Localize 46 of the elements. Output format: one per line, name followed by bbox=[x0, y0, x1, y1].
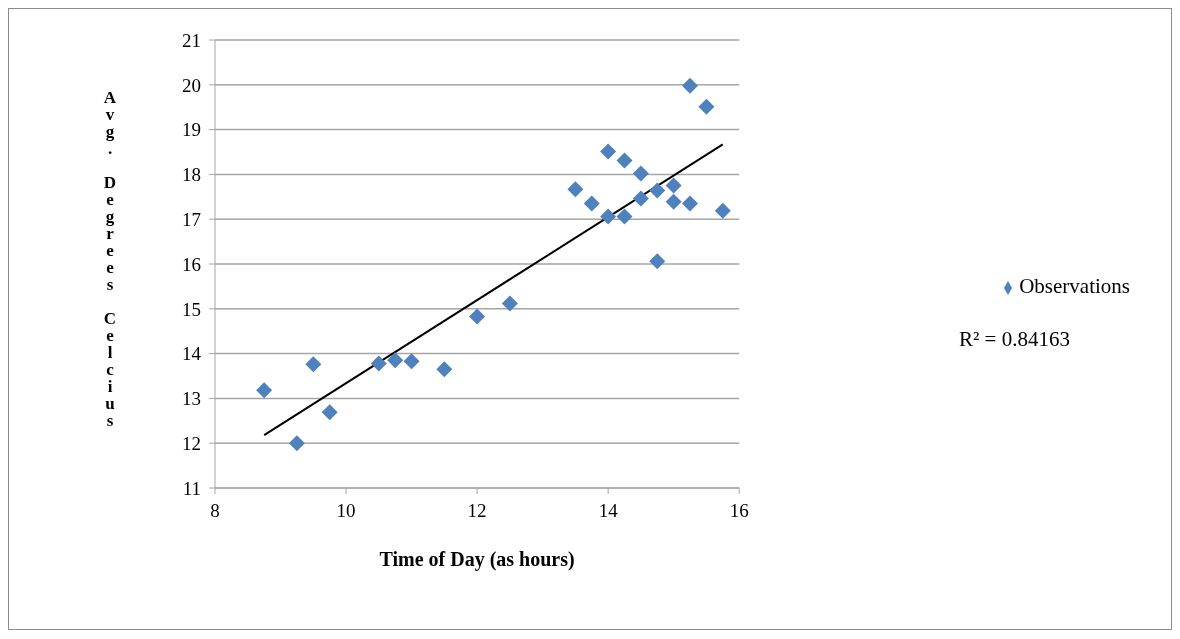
y-tick-label: 16 bbox=[182, 253, 201, 275]
y-tick-label: 13 bbox=[182, 388, 201, 410]
y-tick-label: 12 bbox=[182, 432, 201, 454]
point bbox=[403, 353, 420, 370]
x-axis-title: Time of Day (as hours) bbox=[379, 548, 575, 571]
point bbox=[632, 165, 649, 182]
point bbox=[501, 295, 518, 312]
point bbox=[469, 308, 486, 325]
point bbox=[600, 208, 617, 225]
y-tick-label: 17 bbox=[182, 208, 201, 230]
text: R² = 0.84163 bbox=[959, 327, 1070, 352]
point bbox=[682, 77, 699, 94]
text: Avg. Degrees Celcius bbox=[103, 87, 117, 430]
x-tick-label: 14 bbox=[598, 500, 619, 522]
x-tick-label: 8 bbox=[210, 500, 220, 522]
point bbox=[256, 382, 273, 399]
point bbox=[321, 404, 338, 421]
y-tick-label: 19 bbox=[182, 119, 201, 141]
y-tick-label: 18 bbox=[182, 164, 201, 186]
point bbox=[665, 177, 682, 194]
y-tick-label: 15 bbox=[182, 298, 201, 320]
y-tick-label: 11 bbox=[182, 477, 201, 499]
point bbox=[665, 193, 682, 210]
point bbox=[387, 352, 404, 369]
y-tick-label: 20 bbox=[182, 74, 201, 96]
legend-label: Observations bbox=[1019, 274, 1130, 298]
point bbox=[632, 190, 649, 207]
point bbox=[305, 356, 322, 373]
point bbox=[370, 355, 387, 372]
point bbox=[649, 182, 666, 199]
point bbox=[288, 435, 305, 452]
point bbox=[567, 181, 584, 198]
point bbox=[682, 195, 699, 212]
y-tick-label: 14 bbox=[182, 343, 202, 365]
point bbox=[698, 98, 715, 115]
x-tick-label: 12 bbox=[467, 500, 487, 522]
x-tick-label: 10 bbox=[336, 500, 356, 522]
x-tick-label: 16 bbox=[729, 500, 749, 522]
point bbox=[649, 253, 666, 270]
point bbox=[616, 208, 633, 225]
point bbox=[600, 143, 617, 160]
y-tick-label: 21 bbox=[182, 29, 201, 51]
point bbox=[583, 195, 600, 212]
point bbox=[436, 361, 453, 378]
point bbox=[616, 152, 633, 169]
point bbox=[714, 202, 731, 219]
